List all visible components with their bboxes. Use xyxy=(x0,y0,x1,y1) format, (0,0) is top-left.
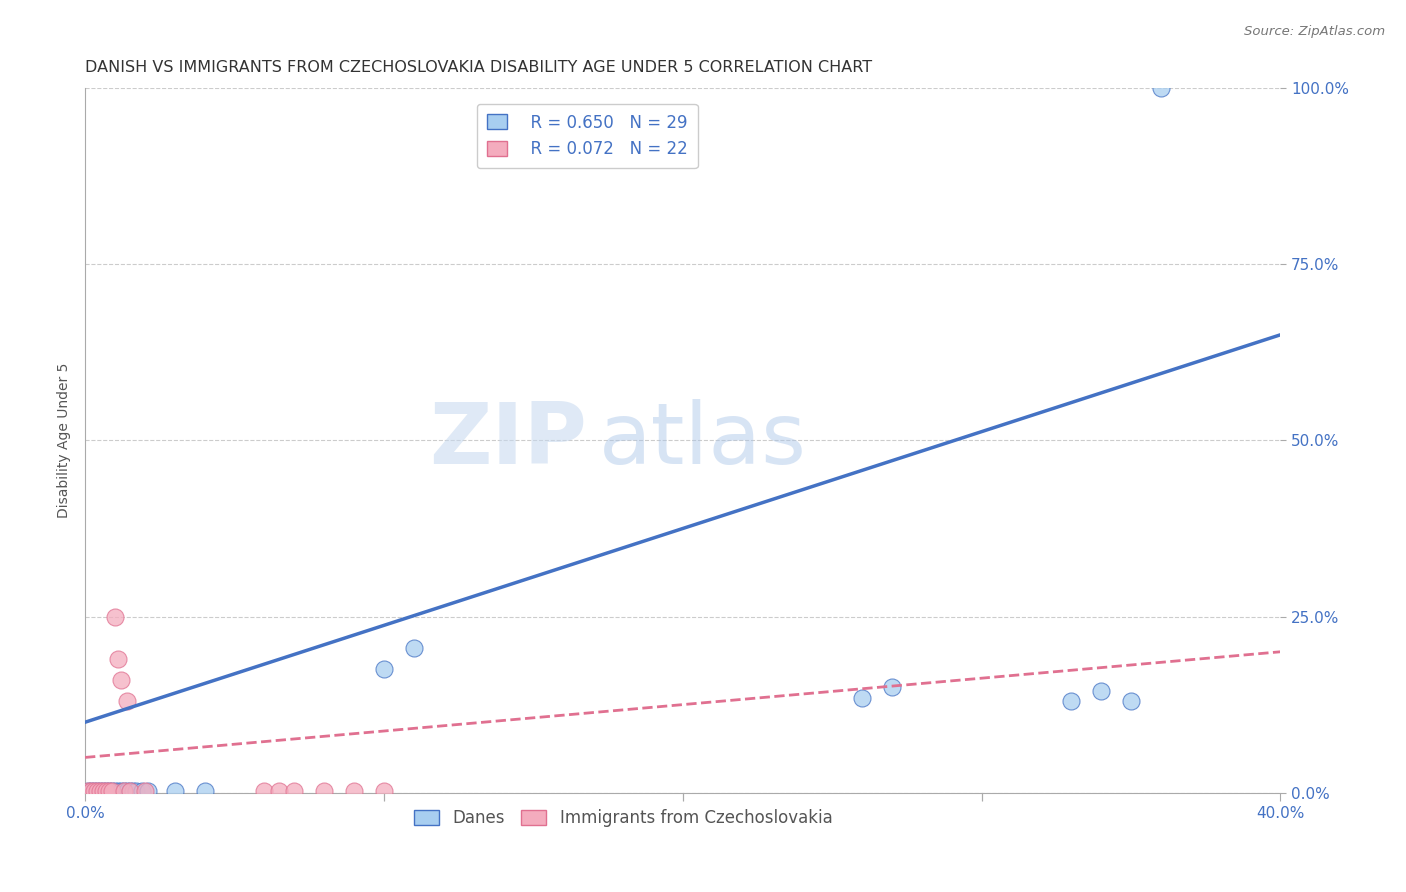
Point xyxy=(94,784,117,798)
Point xyxy=(94,784,117,798)
Text: Source: ZipAtlas.com: Source: ZipAtlas.com xyxy=(1244,25,1385,38)
Point xyxy=(134,784,156,798)
Point xyxy=(1119,694,1142,708)
Point xyxy=(402,641,425,656)
Point xyxy=(851,690,873,705)
Point xyxy=(77,784,100,798)
Point xyxy=(101,784,124,798)
Point xyxy=(118,784,141,798)
Point xyxy=(101,784,124,798)
Point xyxy=(110,784,132,798)
Point xyxy=(112,784,135,798)
Point xyxy=(83,784,105,798)
Point xyxy=(1150,81,1173,95)
Point xyxy=(89,784,111,798)
Point xyxy=(98,784,121,798)
Point xyxy=(86,784,108,798)
Y-axis label: Disability Age Under 5: Disability Age Under 5 xyxy=(58,363,72,518)
Legend: Danes, Immigrants from Czechoslovakia: Danes, Immigrants from Czechoslovakia xyxy=(406,802,839,834)
Point xyxy=(91,784,114,798)
Point xyxy=(83,784,105,798)
Point xyxy=(1060,694,1083,708)
Point xyxy=(91,784,114,798)
Point xyxy=(194,784,217,798)
Point xyxy=(269,784,291,798)
Point xyxy=(1090,683,1112,698)
Point xyxy=(373,662,395,676)
Point xyxy=(112,784,135,798)
Point xyxy=(107,784,129,798)
Point xyxy=(104,784,127,798)
Point xyxy=(122,784,145,798)
Point xyxy=(373,784,395,798)
Point xyxy=(80,784,103,798)
Point xyxy=(136,784,159,798)
Point xyxy=(343,784,366,798)
Point xyxy=(110,673,132,687)
Point xyxy=(89,784,111,798)
Point xyxy=(77,784,100,798)
Point xyxy=(98,784,121,798)
Point xyxy=(163,784,186,798)
Point xyxy=(880,680,903,694)
Point xyxy=(253,784,276,798)
Point xyxy=(104,609,127,624)
Point xyxy=(86,784,108,798)
Point xyxy=(125,784,148,798)
Point xyxy=(314,784,336,798)
Text: atlas: atlas xyxy=(599,399,807,482)
Text: ZIP: ZIP xyxy=(429,399,588,482)
Text: DANISH VS IMMIGRANTS FROM CZECHOSLOVAKIA DISABILITY AGE UNDER 5 CORRELATION CHAR: DANISH VS IMMIGRANTS FROM CZECHOSLOVAKIA… xyxy=(86,60,872,75)
Point xyxy=(80,784,103,798)
Point xyxy=(283,784,305,798)
Point xyxy=(107,652,129,666)
Point xyxy=(131,784,153,798)
Point xyxy=(115,784,138,798)
Point xyxy=(118,784,141,798)
Point xyxy=(115,694,138,708)
